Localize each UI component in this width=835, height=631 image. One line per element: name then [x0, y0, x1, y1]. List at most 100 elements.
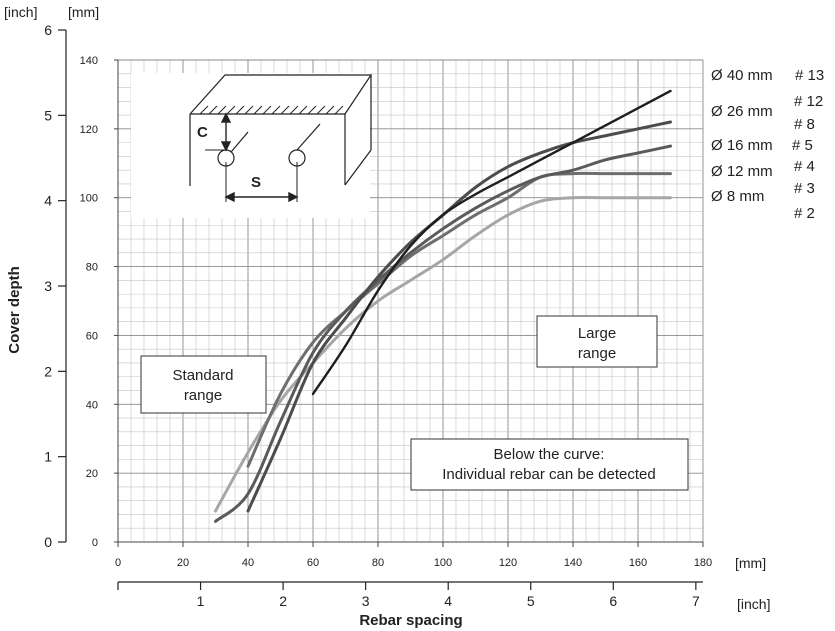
- x-tick-label-mm: 0: [115, 557, 121, 569]
- hatch-stroke: [316, 105, 326, 115]
- x-tick-label-inch: 4: [444, 593, 452, 609]
- legend-us-size: # 4: [794, 158, 815, 175]
- hatch-stroke: [199, 105, 209, 115]
- legend: Ø 40 mm Ø 26 mm Ø 16 mm Ø 12 mm Ø 8 mm # 13 # …: [711, 67, 824, 222]
- large-range-frame: [536, 315, 658, 368]
- series-line-8mmmm: [214, 195, 672, 513]
- hatch-stroke: [307, 105, 317, 115]
- x-tick-label-inch: 6: [609, 593, 617, 609]
- x-tick-label-mm: 100: [434, 557, 452, 569]
- x-tick-label-inch: 7: [692, 593, 700, 609]
- hatch-stroke: [253, 105, 263, 115]
- y-tick-label-inch: 1: [44, 449, 52, 465]
- y-unit-mm: [mm]: [68, 4, 99, 20]
- large-range-box: Large range: [536, 315, 658, 368]
- y-tick-label-inch: 3: [44, 278, 52, 294]
- standard-range-frame: [140, 355, 267, 414]
- annotation-line: Individual rebar can be detected: [442, 466, 655, 483]
- legend-us-size: # 2: [794, 205, 815, 222]
- legend-us-size: # 8: [794, 116, 815, 133]
- x-tick-label-mm: 80: [372, 557, 384, 569]
- y-axis-title: Cover depth: [6, 266, 23, 354]
- hatch-stroke: [208, 105, 218, 115]
- legend-entry-16mmmm: Ø 16 mm: [711, 137, 773, 154]
- x-tick-label-mm: 140: [564, 557, 582, 569]
- detection-note-frame: [410, 438, 689, 491]
- concrete-block-side: [344, 75, 372, 186]
- series-lines: [214, 89, 672, 523]
- hatch-stroke: [325, 105, 335, 115]
- y-tick-label-mm: 0: [92, 537, 98, 549]
- y-tick-label-mm: 60: [86, 330, 98, 342]
- standard-range-box: Standard range: [140, 355, 267, 414]
- x-axis-title: Rebar spacing: [359, 612, 462, 629]
- surface-hatching: [199, 105, 344, 115]
- rebar-diagram-inset: C S: [131, 73, 373, 218]
- y-tick-label-mm: 140: [80, 55, 98, 67]
- annotation-line: Large: [578, 325, 616, 342]
- inset-spacing-label: S: [251, 174, 261, 191]
- annotation-line: range: [184, 387, 222, 404]
- x-unit-mm: [mm]: [735, 555, 766, 571]
- x-unit-inch: [inch]: [737, 596, 770, 612]
- y-tick-label-mm: 120: [80, 124, 98, 136]
- hatch-stroke: [280, 105, 290, 115]
- x-tick-label-mm: 20: [177, 557, 189, 569]
- legend-entry-40mmmm: Ø 40 mm: [711, 67, 773, 84]
- legend-us-size: # 5: [792, 137, 813, 154]
- y-tick-label-inch: 4: [44, 193, 52, 209]
- x-tick-label-inch: 5: [527, 593, 535, 609]
- y-tick-label-inch: 5: [44, 107, 52, 123]
- hatch-stroke: [298, 105, 308, 115]
- y-tick-label-inch: 2: [44, 363, 52, 379]
- x-tick-label-inch: 3: [362, 593, 370, 609]
- x-tick-label-mm: 160: [629, 557, 647, 569]
- inset-cover-label: C: [197, 124, 208, 141]
- x-tick-label-inch: 2: [279, 593, 287, 609]
- y-tick-label-inch: 0: [44, 534, 52, 550]
- hatch-stroke: [235, 105, 245, 115]
- y-unit-inch: [inch]: [4, 4, 37, 20]
- legend-entry-26mmmm: Ø 26 mm: [711, 103, 773, 120]
- legend-us-size: # 13: [795, 67, 824, 84]
- large-range-label: Large range: [578, 325, 616, 362]
- x-tick-label-mm: 60: [307, 557, 319, 569]
- detection-note-box: Below the curve: Individual rebar can be …: [410, 438, 689, 491]
- spacing-arrow-head-right: [288, 191, 299, 203]
- inset-background: [131, 73, 370, 218]
- x-tick-label-mm: 120: [499, 557, 517, 569]
- hatch-stroke: [217, 105, 227, 115]
- standard-range-label: Standard range: [173, 367, 234, 404]
- y-tick-label-inch: 6: [44, 22, 52, 38]
- y-tick-label-mm: 100: [80, 193, 98, 205]
- y-tick-label-mm: 80: [86, 262, 98, 274]
- legend-us-size: # 3: [794, 180, 815, 197]
- hatch-stroke: [334, 105, 344, 115]
- hatch-stroke: [244, 105, 254, 115]
- detection-note-label: Below the curve: Individual rebar can be …: [442, 446, 655, 483]
- y-tick-label-mm: 20: [86, 468, 98, 480]
- x-tick-label-inch: 1: [197, 593, 205, 609]
- rebar-right-body: [296, 123, 321, 151]
- legend-us-size: # 12: [794, 93, 823, 110]
- annotation-line: range: [578, 345, 616, 362]
- annotation-line: Standard: [173, 367, 234, 384]
- x-tick-label-mm: 180: [694, 557, 712, 569]
- legend-entry-12mmmm: Ø 12 mm: [711, 163, 773, 180]
- series-line-16mmmm: [214, 144, 672, 523]
- legend-entry-8mmmm: Ø 8 mm: [711, 188, 764, 205]
- hatch-stroke: [289, 105, 299, 115]
- cover-arrow-head-top: [220, 112, 232, 123]
- cover-arrow-head-bottom: [220, 141, 232, 152]
- x-tick-label-mm: 40: [242, 557, 254, 569]
- spacing-arrow-head-left: [224, 191, 235, 203]
- hatch-stroke: [271, 105, 281, 115]
- hatch-stroke: [226, 105, 236, 115]
- concrete-block-top: [189, 74, 373, 115]
- series-line-40mmmm: [311, 89, 672, 396]
- hatch-stroke: [262, 105, 272, 115]
- y-tick-label-mm: 40: [86, 399, 98, 411]
